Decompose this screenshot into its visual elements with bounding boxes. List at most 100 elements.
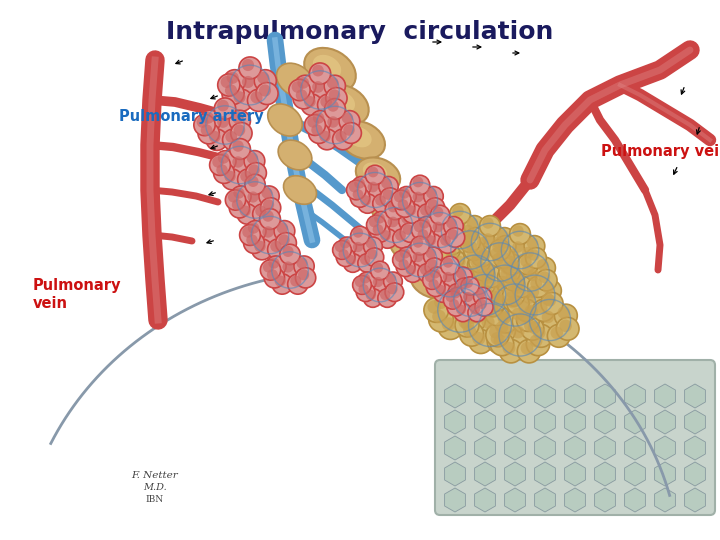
Circle shape	[444, 217, 463, 236]
Circle shape	[524, 284, 546, 306]
Circle shape	[503, 289, 525, 312]
Circle shape	[227, 72, 239, 84]
Circle shape	[500, 268, 512, 280]
Circle shape	[497, 322, 521, 346]
Circle shape	[367, 249, 377, 259]
Ellipse shape	[346, 127, 372, 147]
Circle shape	[473, 274, 495, 296]
FancyBboxPatch shape	[435, 360, 715, 515]
Circle shape	[230, 154, 251, 176]
Circle shape	[353, 275, 372, 294]
Circle shape	[511, 276, 533, 298]
Circle shape	[436, 285, 446, 295]
Circle shape	[456, 305, 466, 315]
Circle shape	[480, 232, 500, 252]
Circle shape	[358, 254, 377, 272]
Circle shape	[480, 215, 500, 237]
Circle shape	[325, 114, 346, 136]
Circle shape	[339, 111, 360, 131]
Circle shape	[502, 263, 513, 275]
Circle shape	[472, 253, 483, 265]
Circle shape	[384, 272, 402, 291]
Circle shape	[325, 99, 346, 119]
Circle shape	[364, 288, 382, 307]
Circle shape	[461, 318, 474, 331]
Circle shape	[220, 76, 233, 88]
Circle shape	[505, 257, 526, 279]
Circle shape	[537, 259, 549, 271]
Circle shape	[206, 129, 228, 151]
Circle shape	[492, 241, 504, 253]
Circle shape	[233, 187, 245, 199]
Circle shape	[269, 258, 279, 269]
Circle shape	[443, 264, 465, 286]
Circle shape	[238, 169, 258, 190]
Circle shape	[492, 319, 516, 342]
Circle shape	[358, 194, 377, 213]
Circle shape	[498, 312, 510, 325]
Circle shape	[395, 230, 406, 241]
Circle shape	[254, 70, 276, 92]
Circle shape	[349, 181, 359, 192]
Circle shape	[312, 65, 324, 77]
Circle shape	[505, 260, 527, 281]
Circle shape	[313, 112, 324, 124]
Circle shape	[378, 288, 397, 307]
Circle shape	[436, 230, 448, 241]
Circle shape	[452, 205, 464, 217]
Circle shape	[444, 235, 456, 247]
Circle shape	[528, 276, 549, 298]
Circle shape	[280, 260, 300, 280]
Circle shape	[522, 247, 534, 259]
Circle shape	[366, 290, 376, 300]
Circle shape	[360, 273, 370, 284]
Circle shape	[524, 319, 548, 342]
Circle shape	[536, 301, 548, 313]
Circle shape	[378, 229, 397, 248]
Circle shape	[246, 163, 266, 184]
Circle shape	[459, 322, 484, 346]
Circle shape	[498, 237, 509, 249]
Circle shape	[464, 247, 486, 269]
Circle shape	[382, 189, 393, 200]
Circle shape	[495, 294, 507, 307]
Circle shape	[297, 258, 307, 269]
Ellipse shape	[321, 85, 369, 125]
Circle shape	[255, 205, 266, 217]
Circle shape	[251, 239, 272, 260]
Circle shape	[514, 285, 526, 296]
Circle shape	[242, 226, 253, 238]
Circle shape	[343, 254, 362, 272]
Circle shape	[474, 266, 497, 289]
Circle shape	[346, 180, 366, 200]
Circle shape	[225, 171, 235, 182]
Circle shape	[397, 199, 408, 210]
Circle shape	[472, 279, 495, 301]
Circle shape	[335, 242, 345, 252]
Circle shape	[410, 176, 430, 195]
Circle shape	[485, 301, 498, 314]
Circle shape	[304, 96, 315, 107]
Circle shape	[426, 188, 437, 199]
Circle shape	[467, 266, 479, 278]
Circle shape	[527, 269, 539, 281]
Circle shape	[405, 205, 416, 216]
Circle shape	[307, 116, 319, 128]
Circle shape	[494, 248, 514, 268]
Circle shape	[365, 248, 384, 267]
Circle shape	[512, 326, 524, 339]
Circle shape	[510, 294, 522, 307]
Circle shape	[375, 195, 386, 206]
Circle shape	[467, 249, 479, 261]
Circle shape	[450, 274, 462, 287]
Circle shape	[225, 131, 237, 143]
Circle shape	[256, 83, 278, 105]
Circle shape	[454, 267, 472, 286]
Circle shape	[261, 198, 281, 218]
Circle shape	[492, 253, 504, 265]
Circle shape	[401, 213, 412, 224]
Circle shape	[468, 303, 486, 322]
Circle shape	[240, 205, 251, 217]
Circle shape	[445, 228, 464, 247]
Circle shape	[202, 112, 214, 124]
